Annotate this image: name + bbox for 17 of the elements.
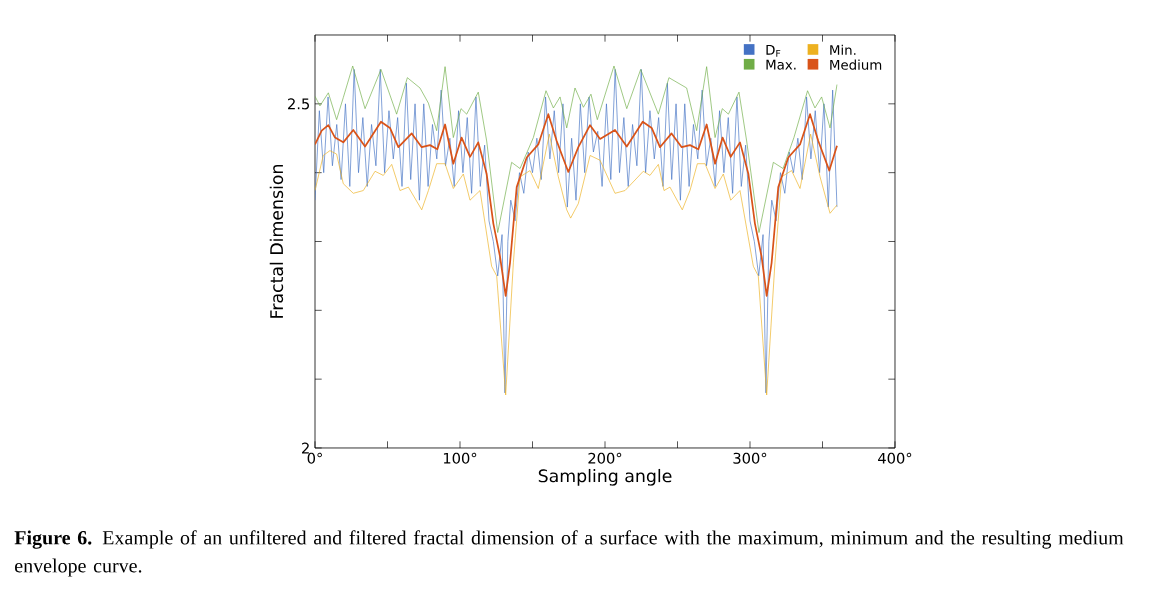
legend-label: D$_{F}$ bbox=[766, 44, 781, 57]
x-axis-title: Sampling angle bbox=[538, 468, 672, 486]
text: Figure 6. Example of an unfiltered and filtered fractal dimension of a surface with the maximum, minimum and the resulting medium envelope curve. bbox=[14, 530, 1124, 577]
x-tick-label: 400° bbox=[878, 452, 912, 464]
x-tick-label: 100° bbox=[443, 452, 477, 464]
x-tick-label: 300° bbox=[733, 452, 767, 464]
legend-label: Medium bbox=[830, 59, 882, 70]
legend-label: Max. bbox=[766, 59, 796, 70]
line-series bbox=[315, 113, 838, 297]
line-series bbox=[315, 69, 838, 394]
y-axis-title: Fractal Dimension bbox=[269, 165, 284, 318]
x-tick-label: 0° bbox=[307, 452, 322, 464]
line-series bbox=[315, 133, 838, 396]
y-tick-label: 2 bbox=[302, 442, 309, 454]
x-tick-label: 200° bbox=[588, 452, 622, 464]
legend-label: Min. bbox=[830, 44, 856, 55]
y-tick-label: 2.5 bbox=[288, 98, 310, 110]
